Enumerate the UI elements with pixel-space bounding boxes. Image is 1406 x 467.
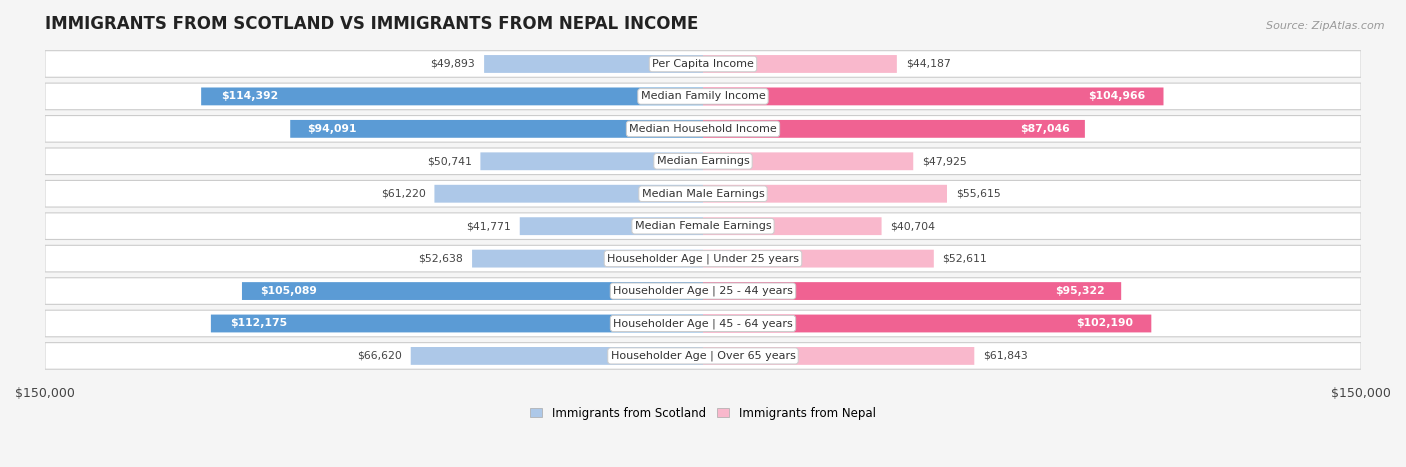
Text: Median Family Income: Median Family Income [641, 92, 765, 101]
FancyBboxPatch shape [201, 87, 703, 106]
Text: $47,925: $47,925 [922, 156, 967, 166]
Text: Median Female Earnings: Median Female Earnings [634, 221, 772, 231]
Text: $44,187: $44,187 [905, 59, 950, 69]
FancyBboxPatch shape [703, 315, 1152, 333]
Text: $55,615: $55,615 [956, 189, 1001, 199]
FancyBboxPatch shape [45, 245, 1361, 272]
Text: Householder Age | 25 - 44 years: Householder Age | 25 - 44 years [613, 286, 793, 296]
Text: $61,220: $61,220 [381, 189, 426, 199]
FancyBboxPatch shape [45, 310, 1361, 337]
Text: $94,091: $94,091 [307, 124, 356, 134]
FancyBboxPatch shape [703, 282, 1121, 300]
FancyBboxPatch shape [703, 87, 1164, 106]
Text: Source: ZipAtlas.com: Source: ZipAtlas.com [1267, 21, 1385, 31]
FancyBboxPatch shape [703, 217, 882, 235]
Text: $104,966: $104,966 [1088, 92, 1144, 101]
FancyBboxPatch shape [703, 55, 897, 73]
Text: $52,638: $52,638 [419, 254, 464, 263]
Text: $52,611: $52,611 [942, 254, 987, 263]
FancyBboxPatch shape [481, 152, 703, 170]
Text: $49,893: $49,893 [430, 59, 475, 69]
Text: $50,741: $50,741 [427, 156, 471, 166]
FancyBboxPatch shape [703, 347, 974, 365]
FancyBboxPatch shape [45, 51, 1361, 77]
Text: Median Household Income: Median Household Income [628, 124, 778, 134]
FancyBboxPatch shape [703, 185, 948, 203]
Text: $40,704: $40,704 [890, 221, 935, 231]
Text: Householder Age | Under 25 years: Householder Age | Under 25 years [607, 254, 799, 264]
Text: $66,620: $66,620 [357, 351, 402, 361]
Text: Householder Age | Over 65 years: Householder Age | Over 65 years [610, 351, 796, 361]
FancyBboxPatch shape [45, 83, 1361, 110]
Legend: Immigrants from Scotland, Immigrants from Nepal: Immigrants from Scotland, Immigrants fro… [526, 402, 880, 425]
Text: Median Male Earnings: Median Male Earnings [641, 189, 765, 199]
FancyBboxPatch shape [290, 120, 703, 138]
Text: Householder Age | 45 - 64 years: Householder Age | 45 - 64 years [613, 318, 793, 329]
FancyBboxPatch shape [520, 217, 703, 235]
FancyBboxPatch shape [45, 213, 1361, 240]
FancyBboxPatch shape [45, 278, 1361, 304]
FancyBboxPatch shape [45, 180, 1361, 207]
Text: IMMIGRANTS FROM SCOTLAND VS IMMIGRANTS FROM NEPAL INCOME: IMMIGRANTS FROM SCOTLAND VS IMMIGRANTS F… [45, 15, 699, 33]
FancyBboxPatch shape [703, 120, 1085, 138]
FancyBboxPatch shape [434, 185, 703, 203]
Text: $41,771: $41,771 [467, 221, 510, 231]
Text: $95,322: $95,322 [1054, 286, 1105, 296]
FancyBboxPatch shape [703, 250, 934, 268]
FancyBboxPatch shape [211, 315, 703, 333]
Text: Per Capita Income: Per Capita Income [652, 59, 754, 69]
FancyBboxPatch shape [45, 148, 1361, 175]
FancyBboxPatch shape [472, 250, 703, 268]
FancyBboxPatch shape [45, 115, 1361, 142]
Text: $61,843: $61,843 [983, 351, 1028, 361]
FancyBboxPatch shape [703, 152, 914, 170]
Text: $87,046: $87,046 [1019, 124, 1070, 134]
FancyBboxPatch shape [242, 282, 703, 300]
Text: $112,175: $112,175 [231, 318, 288, 328]
Text: Median Earnings: Median Earnings [657, 156, 749, 166]
FancyBboxPatch shape [411, 347, 703, 365]
FancyBboxPatch shape [484, 55, 703, 73]
Text: $114,392: $114,392 [221, 92, 278, 101]
Text: $102,190: $102,190 [1077, 318, 1133, 328]
FancyBboxPatch shape [45, 343, 1361, 369]
Text: $105,089: $105,089 [260, 286, 318, 296]
